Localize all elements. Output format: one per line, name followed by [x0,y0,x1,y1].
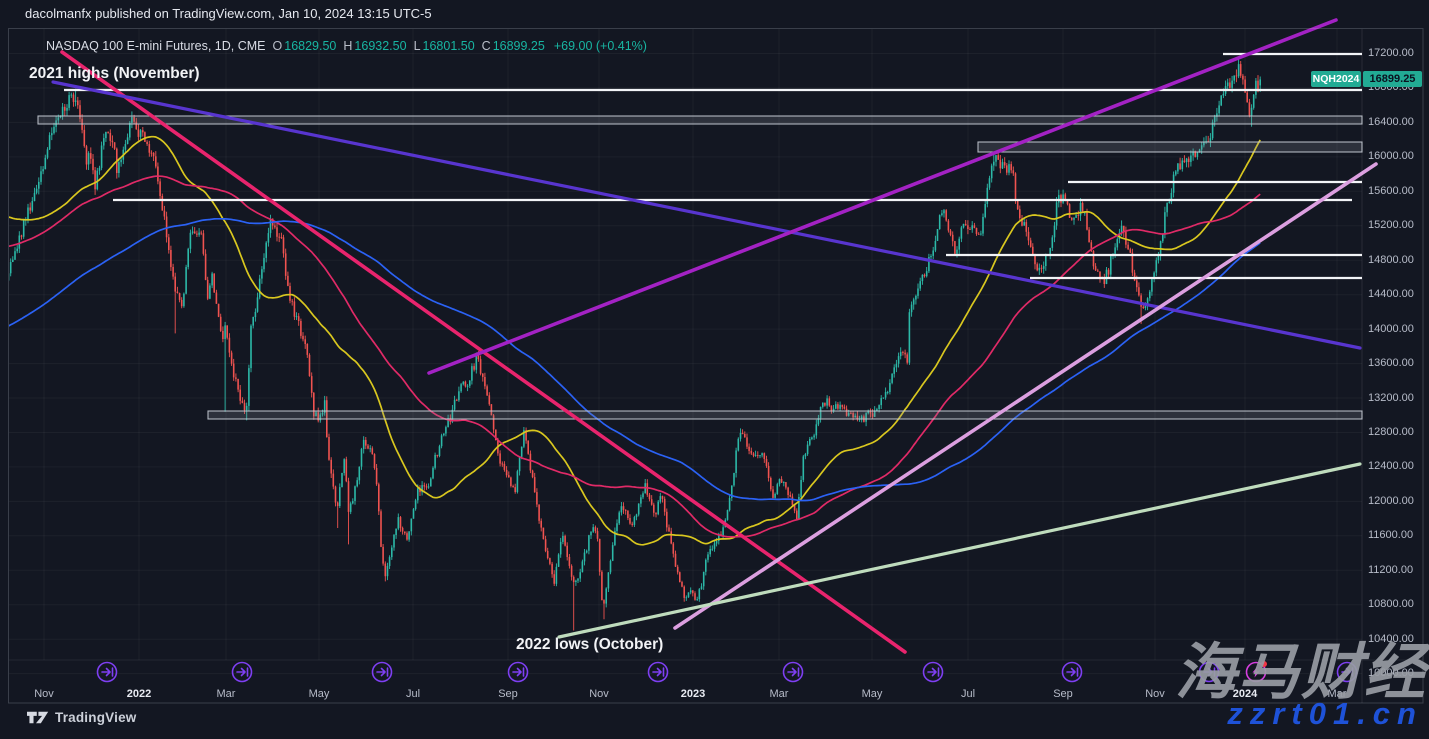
contract-roll-icon[interactable] [1198,661,1220,683]
price-axis-label: 14800.00 [1368,253,1414,266]
uptrend-plum[interactable] [673,162,1378,630]
symbol-title: NASDAQ 100 E-mini Futures, 1D, CME [46,38,266,53]
price-axis-label: 10800.00 [1368,598,1414,611]
price-axis-label: 13200.00 [1368,391,1414,404]
sma-50[interactable] [2,135,1261,546]
watermark-chinese: 海马财经 [1174,638,1427,706]
time-axis-label: Nov [34,688,54,700]
contract-roll-icon[interactable] [371,661,393,683]
tradingview-logo-icon [27,711,49,724]
time-axis-label: 2023 [680,688,706,700]
annotation-2021-highs[interactable]: 2021 highs (November) [29,65,200,82]
price-axis-label: 10000.00 [1368,667,1414,680]
price-axis-label: 15600.00 [1368,184,1414,197]
candlestick-series[interactable] [1,56,1261,631]
supply-demand-zone[interactable] [977,141,1363,153]
downtrend-secondary-purple[interactable] [51,80,1362,350]
contract-roll-icon[interactable] [647,661,669,683]
price-axis-label: 12800.00 [1368,425,1414,438]
watermark-site: zzrt01.cn [1227,696,1423,731]
price-axis-label: 14400.00 [1368,288,1414,301]
price-axis-label: 16000.00 [1368,150,1414,163]
annotation-2022-lows[interactable]: 2022 lows (October) [516,636,664,653]
change-value: +69.00 (+0.41%) [553,38,647,53]
low-value: 16801.50 [422,38,475,53]
time-axis-label: Nov [589,688,609,700]
time-axis-label: Jul [405,688,421,700]
contract-roll-icon[interactable] [96,661,118,683]
supply-demand-zone[interactable] [207,410,1363,420]
contract-roll-icon[interactable] [1061,661,1083,683]
open-label: O [272,38,283,53]
low-label: L [413,38,421,53]
contract-tag: NQH2024 [1311,71,1361,87]
uptrend-sage[interactable] [557,462,1362,639]
close-value: 16899.25 [492,38,545,53]
tradingview-brand-text: TradingView [55,710,137,725]
event-lightning-icon[interactable] [1245,661,1268,683]
sma-200[interactable] [2,217,1261,502]
symbol-legend[interactable]: NASDAQ 100 E-mini Futures, 1D, CME O 168… [46,38,647,53]
time-axis-label: Nov [1145,688,1165,700]
time-axis-label: Sep [1053,688,1073,700]
contract-roll-icon[interactable] [782,661,804,683]
footer-brand[interactable]: TradingView [27,710,136,725]
open-value: 16829.50 [284,38,337,53]
price-axis-label: 16400.00 [1368,115,1414,128]
contract-roll-icon[interactable] [922,661,944,683]
high-value: 16932.50 [354,38,407,53]
contract-roll-icon[interactable] [1336,661,1358,683]
price-axis-label: 15200.00 [1368,219,1414,232]
contract-roll-icon[interactable] [231,661,253,683]
time-axis-label: May [861,688,883,700]
time-axis-label: 2022 [126,688,152,700]
price-axis-label: 13600.00 [1368,357,1414,370]
published-by-line: dacolmanfx published on TradingView.com,… [25,6,432,21]
time-axis-label: May [308,688,330,700]
price-axis-label: 11200.00 [1368,563,1414,576]
close-label: C [481,38,491,53]
price-axis-label: 17200.00 [1368,47,1414,59]
price-axis-label: 12000.00 [1368,494,1414,507]
price-axis-label: 11600.00 [1368,529,1414,542]
contract-roll-icon[interactable] [507,661,529,683]
time-axis-label: Jul [960,688,976,700]
time-axis-label: 2024 [1232,688,1258,700]
last-price-tag: 16899.25 [1363,71,1422,87]
time-axis-label: Mar [769,688,789,700]
supply-demand-zone[interactable] [37,115,1363,125]
high-label: H [343,38,353,53]
uptrend-bright-purple[interactable] [427,18,1338,375]
time-axis-label: Mar [1327,688,1347,700]
price-axis-label: 12400.00 [1368,460,1414,473]
time-axis-label: Mar [216,688,236,700]
price-axis-label: 14000.00 [1368,322,1414,335]
time-axis-label: Sep [498,688,518,700]
price-axis-label: 10400.00 [1368,632,1414,645]
